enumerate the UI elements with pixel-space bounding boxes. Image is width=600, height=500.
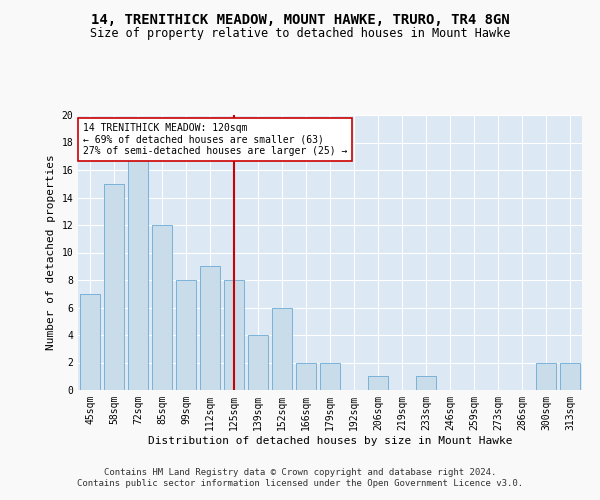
Bar <box>104 184 124 390</box>
Bar <box>200 266 220 390</box>
Bar <box>272 308 292 390</box>
Bar <box>128 142 148 390</box>
Text: 14, TRENITHICK MEADOW, MOUNT HAWKE, TRURO, TR4 8GN: 14, TRENITHICK MEADOW, MOUNT HAWKE, TRUR… <box>91 12 509 26</box>
X-axis label: Distribution of detached houses by size in Mount Hawke: Distribution of detached houses by size … <box>148 436 512 446</box>
Bar <box>224 280 244 390</box>
Text: Contains HM Land Registry data © Crown copyright and database right 2024.
Contai: Contains HM Land Registry data © Crown c… <box>77 468 523 487</box>
Bar <box>80 294 100 390</box>
Bar <box>560 362 580 390</box>
Bar <box>536 362 556 390</box>
Bar <box>152 225 172 390</box>
Bar <box>416 376 436 390</box>
Text: Size of property relative to detached houses in Mount Hawke: Size of property relative to detached ho… <box>90 28 510 40</box>
Bar <box>248 335 268 390</box>
Bar <box>320 362 340 390</box>
Bar <box>296 362 316 390</box>
Bar <box>368 376 388 390</box>
Bar <box>176 280 196 390</box>
Text: 14 TRENITHICK MEADOW: 120sqm
← 69% of detached houses are smaller (63)
27% of se: 14 TRENITHICK MEADOW: 120sqm ← 69% of de… <box>83 123 347 156</box>
Y-axis label: Number of detached properties: Number of detached properties <box>46 154 56 350</box>
